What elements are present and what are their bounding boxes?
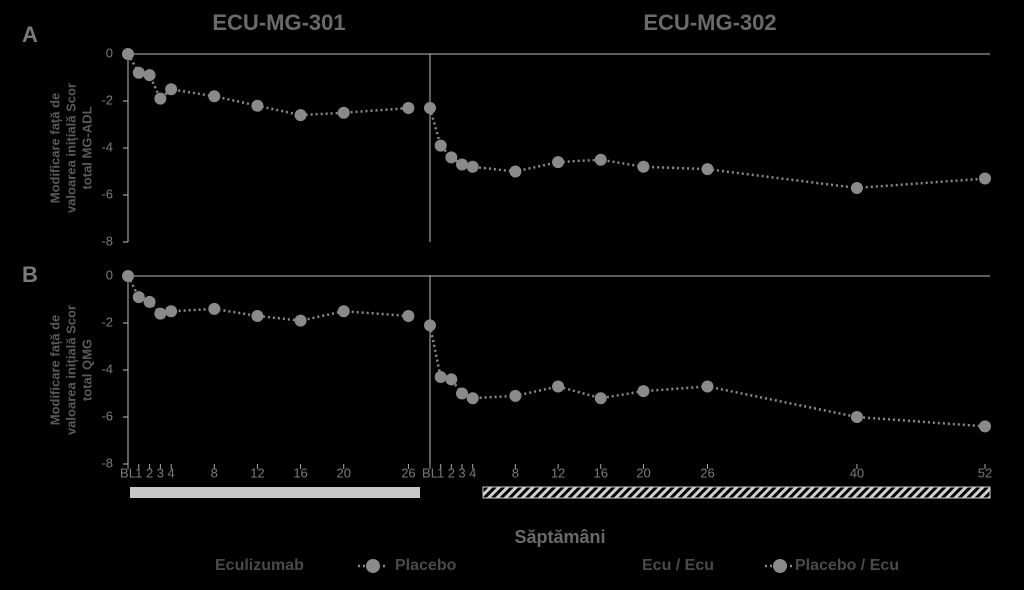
y-tick-label: -4 [101, 139, 113, 154]
marker [402, 102, 415, 115]
x-tick-label: 2 [448, 465, 455, 480]
x-tick-label: 52 [978, 465, 992, 480]
marker [466, 392, 479, 405]
marker [165, 305, 178, 318]
legend-label: Placebo [395, 557, 457, 574]
marker [143, 69, 156, 82]
y-tick-label: 0 [106, 267, 113, 282]
y-tick-label: -8 [101, 233, 113, 248]
x-tick-label: 40 [850, 465, 864, 480]
x-tick-label: 16 [293, 465, 307, 480]
marker [402, 309, 415, 322]
marker [509, 165, 522, 178]
panel-label: A [22, 22, 38, 47]
x-axis-label: Săptămâni [514, 527, 605, 547]
y-tick-label: -4 [101, 361, 113, 376]
y-tick-label: -8 [101, 455, 113, 470]
marker [594, 153, 607, 166]
x-tick-label: 4 [168, 465, 175, 480]
x-tick-label: 4 [469, 465, 476, 480]
marker [552, 380, 565, 393]
marker [701, 380, 714, 393]
series-line [428, 325, 986, 428]
marker [154, 307, 167, 320]
marker [154, 92, 167, 105]
x-tick-label: 16 [594, 465, 608, 480]
x-tick-label: 3 [458, 465, 465, 480]
x-tick-label: 8 [211, 465, 218, 480]
treatment-bar [130, 487, 420, 498]
marker [165, 83, 178, 96]
marker [456, 387, 469, 400]
marker [143, 295, 156, 308]
y-axis-label: valoarea inițială Scor [63, 83, 78, 213]
marker [294, 314, 307, 327]
marker [132, 66, 145, 79]
marker [466, 160, 479, 173]
legend-marker [773, 559, 787, 573]
y-axis-label: Modificare față de [47, 93, 62, 204]
x-tick-label: BL [422, 465, 438, 480]
marker [509, 389, 522, 402]
series-line [126, 53, 409, 117]
marker [251, 99, 264, 112]
study-title: ECU-MG-302 [643, 10, 776, 35]
marker [637, 160, 650, 173]
marker [594, 392, 607, 405]
marker [337, 305, 350, 318]
marker [637, 385, 650, 398]
y-axis-label: Modificare față de [47, 315, 62, 426]
x-tick-label: 1 [135, 465, 142, 480]
x-tick-label: 26 [401, 465, 415, 480]
series-line [428, 107, 986, 190]
legend-label: Ecu / Ecu [642, 557, 714, 574]
x-tick-label: 12 [250, 465, 264, 480]
y-tick-label: -6 [101, 408, 113, 423]
marker [294, 109, 307, 122]
panel-label: B [22, 262, 38, 287]
marker [979, 420, 991, 433]
x-tick-label: 8 [512, 465, 519, 480]
x-tick-label: 3 [157, 465, 164, 480]
marker [122, 270, 134, 282]
x-tick-label: 20 [636, 465, 650, 480]
marker [434, 371, 447, 384]
open-label-bar [482, 486, 991, 499]
x-tick-label: 20 [336, 465, 350, 480]
y-tick-label: -6 [101, 186, 113, 201]
marker [456, 158, 469, 171]
y-axis-label: total QMG [79, 339, 94, 401]
x-tick-label: 1 [437, 465, 444, 480]
marker [208, 90, 221, 103]
marker [552, 156, 565, 169]
x-tick-label: BL [120, 465, 136, 480]
marker [850, 411, 863, 423]
marker [701, 163, 714, 176]
legend-label: Eculizumab [215, 557, 304, 574]
y-tick-label: 0 [106, 45, 113, 60]
x-tick-label: 2 [146, 465, 153, 480]
marker [337, 106, 350, 119]
marker [424, 319, 436, 332]
x-tick-label: 12 [551, 465, 565, 480]
marker [850, 181, 863, 194]
marker [445, 373, 458, 386]
marker [208, 302, 221, 315]
y-axis-label: valoarea inițială Scor [63, 305, 78, 435]
legend-label: Placebo / Ecu [795, 557, 899, 574]
marker [434, 139, 447, 152]
y-axis-label: total MG-ADL [79, 106, 94, 189]
marker [445, 151, 458, 164]
legend-marker [366, 559, 380, 573]
y-tick-label: -2 [101, 314, 113, 329]
marker [122, 48, 134, 60]
marker [979, 172, 991, 185]
marker [424, 102, 436, 115]
x-tick-label: 26 [700, 465, 714, 480]
study-title: ECU-MG-301 [212, 10, 345, 35]
marker [251, 309, 264, 322]
marker [132, 291, 145, 304]
y-tick-label: -2 [101, 92, 113, 107]
